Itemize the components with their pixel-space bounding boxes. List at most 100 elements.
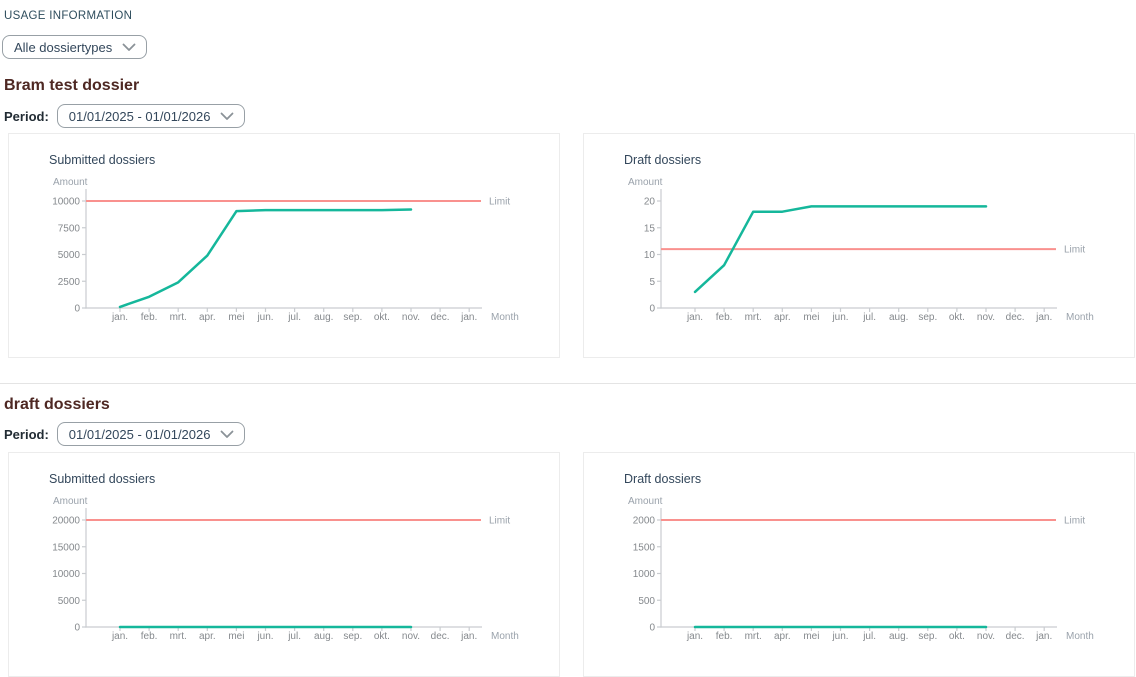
y-tick-label: 0 [649,623,655,634]
y-tick-label: 5000 [58,596,81,607]
period-select[interactable]: 01/01/2025 - 01/01/2026 [56,422,246,446]
x-tick-label: mei [803,312,819,323]
x-tick-label: okt. [949,631,965,642]
x-tick-label: feb. [716,631,733,642]
x-tick-label: aug. [889,312,908,323]
period-row: Period: 01/01/2025 - 01/01/2026 [4,104,1136,128]
x-tick-label: feb. [716,312,733,323]
section-draft-dossiers: draft dossiers Period: 01/01/2025 - 01/0… [0,397,1136,677]
limit-label: Limit [489,516,510,527]
x-tick-label: okt. [374,631,390,642]
y-tick-label: 1500 [633,542,656,553]
chart-canvas: Draft dossiers Amount 0 500 1000 1500 2000 jan.… [624,472,1094,642]
chart-card-submitted-dossiers: Submitted dossiers Amount 0 5000 10000 15000 2… [8,452,560,677]
y-axis-title: Amount [53,177,88,188]
x-tick-label: jan. [111,312,128,323]
y-tick-label: 10 [644,250,656,261]
y-tick-label: 15 [644,223,656,234]
x-tick-label: mei [228,631,244,642]
x-tick-label: jan. [1035,631,1052,642]
chart-canvas: Submitted dossiers Amount 0 5000 10000 15000 2… [49,472,519,642]
x-tick-label: jan. [686,312,703,323]
section-bram-test-dossier: Bram test dossier Period: 01/01/2025 - 0… [0,78,1136,358]
x-tick-label: mei [803,631,819,642]
y-axis-title: Amount [628,177,663,188]
x-tick-label: jun. [831,312,848,323]
y-tick-label: 5 [649,277,655,288]
y-axis-title: Amount [628,496,663,507]
x-tick-label: sep. [918,312,937,323]
chevron-down-icon [220,430,234,439]
usage-information-page: USAGE INFORMATION Alle dossiertypes Bram… [0,10,1136,677]
x-tick-label: aug. [314,631,333,642]
x-tick-label: mei [228,312,244,323]
x-tick-label: jun. [831,631,848,642]
chart-title: Submitted dossiers [49,153,155,167]
x-tick-label: nov. [977,631,995,642]
x-tick-label: dec. [1006,631,1025,642]
x-tick-label: mrt. [745,631,762,642]
section-heading: draft dossiers [4,396,110,413]
x-tick-label: okt. [949,312,965,323]
y-tick-label: 20 [644,197,656,208]
chart-title: Submitted dossiers [49,472,155,486]
x-tick-label: jul. [862,631,876,642]
y-tick-label: 0 [74,623,80,634]
dossier-type-select-value: Alle dossiertypes [14,39,113,55]
y-tick-label: 5000 [58,250,81,261]
y-tick-label: 1000 [633,569,656,580]
series-line [693,205,988,294]
x-tick-label: mrt. [170,312,187,323]
y-tick-label: 10000 [52,569,80,580]
x-tick-label: jan. [111,631,128,642]
chart-card-draft-dossiers: Draft dossiers Amount 0 5 10 15 20 jan. feb. mrt.… [583,133,1135,358]
y-tick-label: 7500 [58,223,81,234]
x-axis-title: Month [491,631,519,642]
y-tick-label: 10000 [52,197,80,208]
period-label: Period: [4,108,49,124]
x-tick-label: aug. [314,312,333,323]
x-tick-label: feb. [141,631,158,642]
x-tick-label: sep. [343,312,362,323]
x-tick-label: dec. [431,631,450,642]
x-tick-label: dec. [431,312,450,323]
y-tick-label: 500 [638,596,655,607]
x-tick-label: jul. [287,312,301,323]
charts-row: Submitted dossiers Amount 0 5000 10000 15000 2… [8,452,1136,677]
period-row: Period: 01/01/2025 - 01/01/2026 [4,422,1136,446]
y-axis-title: Amount [53,496,88,507]
charts-row: Submitted dossiers Amount 0 2500 5000 7500 100… [8,133,1136,358]
x-tick-label: jan. [686,631,703,642]
chart-canvas: Draft dossiers Amount 0 5 10 15 20 jan. feb. mrt.… [624,153,1094,323]
x-tick-label: feb. [141,312,158,323]
period-label: Period: [4,426,49,442]
x-axis-title: Month [1066,631,1094,642]
x-axis-title: Month [491,312,519,323]
x-tick-label: sep. [918,631,937,642]
period-select[interactable]: 01/01/2025 - 01/01/2026 [56,104,246,128]
section-heading: Bram test dossier [4,77,140,94]
y-tick-label: 0 [74,304,80,315]
x-tick-label: nov. [402,312,420,323]
x-axis-title: Month [1066,312,1094,323]
series-line [118,208,413,309]
chart-title: Draft dossiers [624,153,701,167]
x-tick-label: nov. [402,631,420,642]
x-tick-label: mrt. [170,631,187,642]
dossier-type-select[interactable]: Alle dossiertypes [2,35,148,59]
x-tick-label: jan. [460,312,477,323]
period-select-value: 01/01/2025 - 01/01/2026 [68,108,211,124]
x-tick-label: sep. [343,631,362,642]
x-tick-label: apr. [774,312,791,323]
x-tick-label: jun. [256,631,273,642]
page-title: USAGE INFORMATION [4,10,133,22]
x-tick-label: dec. [1006,312,1025,323]
limit-label: Limit [1064,516,1085,527]
y-tick-label: 0 [649,304,655,315]
x-tick-label: apr. [774,631,791,642]
x-tick-label: apr. [199,631,216,642]
y-tick-label: 2000 [633,516,656,527]
x-tick-label: nov. [977,312,995,323]
x-tick-label: aug. [889,631,908,642]
x-tick-label: okt. [374,312,390,323]
